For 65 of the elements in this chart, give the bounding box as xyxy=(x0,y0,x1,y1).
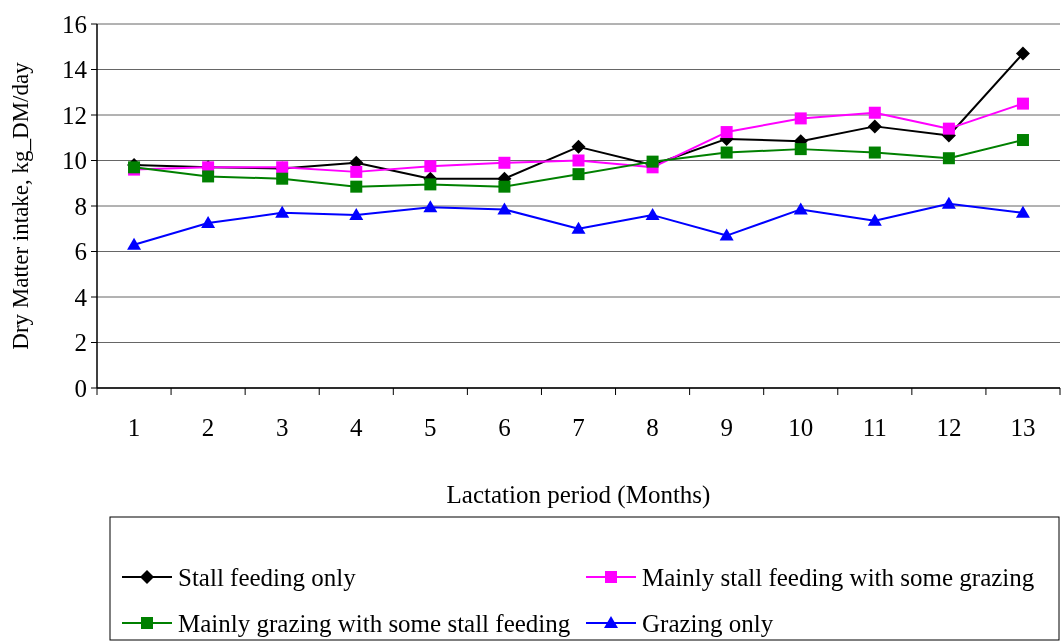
y-tick-label: 6 xyxy=(74,238,87,266)
x-tick-label: 8 xyxy=(646,414,659,441)
point xyxy=(571,221,586,234)
x-tick-label: 2 xyxy=(201,414,215,441)
point xyxy=(942,122,955,135)
point xyxy=(571,139,586,154)
point xyxy=(941,196,956,209)
point xyxy=(497,202,512,215)
y-tick-label: 10 xyxy=(62,147,87,175)
legend-label: Grazing only xyxy=(642,609,774,637)
point xyxy=(868,106,881,119)
y-axis-title: Dry Matter intake, kg_DM/day xyxy=(8,61,33,350)
x-tick-label: 6 xyxy=(498,414,511,441)
point xyxy=(202,170,215,183)
x-tick-label: 4 xyxy=(350,414,364,441)
x-tick-label: 3 xyxy=(275,414,289,441)
x-tick-label: 13 xyxy=(1010,414,1036,441)
x-tick-label: 7 xyxy=(572,414,585,441)
y-tick-label: 14 xyxy=(62,56,88,84)
point xyxy=(867,119,882,134)
point xyxy=(867,213,882,226)
point xyxy=(498,180,511,193)
point xyxy=(1015,205,1030,218)
point xyxy=(423,200,438,213)
point xyxy=(498,156,511,169)
point xyxy=(572,154,585,167)
point xyxy=(794,112,807,125)
point xyxy=(720,146,733,159)
point xyxy=(424,178,437,191)
x-tick-label: 9 xyxy=(720,414,733,441)
y-tick-label: 2 xyxy=(74,329,87,357)
x-tick-label: 5 xyxy=(424,414,437,441)
point xyxy=(350,180,363,193)
legend-label: Mainly stall feeding with some grazing xyxy=(642,563,1035,591)
point xyxy=(201,216,216,229)
point xyxy=(794,143,807,156)
point xyxy=(572,168,585,181)
point xyxy=(349,208,364,221)
legend-label: Stall feeding only xyxy=(178,563,357,591)
point xyxy=(719,228,734,241)
point xyxy=(276,172,289,185)
point xyxy=(350,165,363,178)
point xyxy=(1015,46,1030,61)
y-tick-label: 16 xyxy=(62,10,87,38)
point xyxy=(868,146,881,159)
y-tick-label: 8 xyxy=(74,192,87,220)
legend-label: Mainly grazing with some stall feeding xyxy=(178,609,571,637)
point xyxy=(942,152,955,165)
point xyxy=(1016,97,1029,110)
x-tick-label: 1 xyxy=(127,414,141,441)
y-tick-label: 12 xyxy=(62,101,87,129)
y-tick-label: 4 xyxy=(74,283,88,311)
point xyxy=(127,237,142,250)
x-tick-label: 12 xyxy=(936,414,962,441)
point xyxy=(1016,134,1029,147)
point xyxy=(646,155,659,168)
x-tick-label: 11 xyxy=(862,414,887,441)
point xyxy=(793,202,808,215)
point xyxy=(720,126,733,139)
y-tick-label: 0 xyxy=(74,374,87,402)
x-tick-label: 10 xyxy=(788,414,814,441)
point xyxy=(424,160,437,173)
point xyxy=(275,205,290,218)
x-axis-title: Lactation period (Months) xyxy=(446,481,711,509)
point xyxy=(645,208,660,221)
